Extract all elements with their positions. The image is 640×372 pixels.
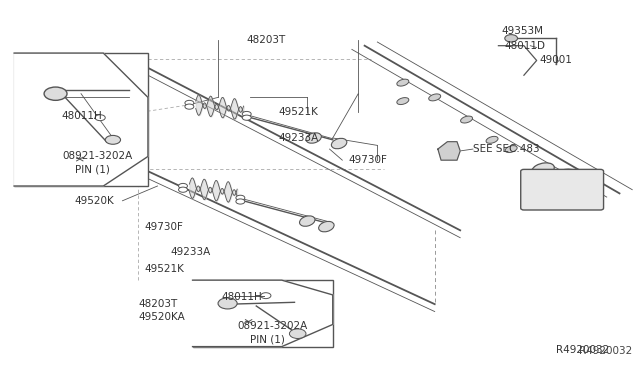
- Ellipse shape: [306, 133, 321, 143]
- Text: 49521K: 49521K: [278, 107, 319, 117]
- Text: 49233A: 49233A: [170, 247, 211, 257]
- Circle shape: [44, 87, 67, 100]
- Polygon shape: [193, 280, 333, 347]
- Bar: [14, 53, 148, 186]
- Text: 49001: 49001: [540, 55, 573, 65]
- Ellipse shape: [546, 169, 579, 188]
- Circle shape: [289, 329, 306, 339]
- Ellipse shape: [300, 216, 315, 226]
- Ellipse shape: [461, 116, 472, 123]
- Circle shape: [260, 293, 271, 299]
- Circle shape: [179, 183, 188, 189]
- Circle shape: [236, 199, 245, 204]
- Text: R4920032: R4920032: [579, 346, 632, 356]
- Text: PIN (1): PIN (1): [250, 334, 285, 344]
- Circle shape: [243, 112, 251, 116]
- Text: 49353M: 49353M: [502, 26, 543, 36]
- Text: 48011D: 48011D: [505, 41, 546, 51]
- FancyBboxPatch shape: [521, 169, 604, 210]
- Circle shape: [505, 35, 518, 42]
- Text: 49520K: 49520K: [75, 196, 115, 206]
- Text: 49521K: 49521K: [145, 264, 184, 274]
- Text: 48011H: 48011H: [62, 111, 102, 121]
- Circle shape: [185, 104, 194, 109]
- Text: 48011H: 48011H: [221, 292, 262, 302]
- Text: SEE SEC.483: SEE SEC.483: [473, 144, 540, 154]
- Ellipse shape: [486, 137, 498, 143]
- Ellipse shape: [319, 221, 334, 232]
- Circle shape: [236, 195, 245, 201]
- Text: 49520KA: 49520KA: [138, 312, 185, 322]
- Text: 49730F: 49730F: [145, 222, 184, 232]
- Circle shape: [95, 115, 105, 121]
- Ellipse shape: [332, 138, 347, 149]
- Bar: [193, 280, 333, 347]
- Ellipse shape: [505, 145, 517, 153]
- Ellipse shape: [575, 179, 601, 193]
- Text: 49233A: 49233A: [278, 133, 319, 143]
- Ellipse shape: [429, 94, 441, 101]
- Text: 49730F: 49730F: [349, 155, 388, 165]
- Polygon shape: [14, 53, 148, 186]
- Text: 08921-3202A: 08921-3202A: [62, 151, 132, 161]
- Circle shape: [218, 298, 237, 309]
- Circle shape: [243, 115, 251, 120]
- Text: 08921-3202A: 08921-3202A: [237, 321, 307, 331]
- Text: PIN (1): PIN (1): [75, 164, 109, 174]
- Text: 48203T: 48203T: [246, 35, 286, 45]
- Circle shape: [185, 100, 194, 106]
- Ellipse shape: [397, 97, 409, 105]
- Ellipse shape: [532, 163, 554, 176]
- Ellipse shape: [397, 79, 409, 86]
- Circle shape: [105, 135, 120, 144]
- Text: 48203T: 48203T: [138, 299, 178, 309]
- Polygon shape: [438, 142, 460, 160]
- Circle shape: [179, 187, 188, 192]
- Text: R4920032: R4920032: [556, 345, 609, 355]
